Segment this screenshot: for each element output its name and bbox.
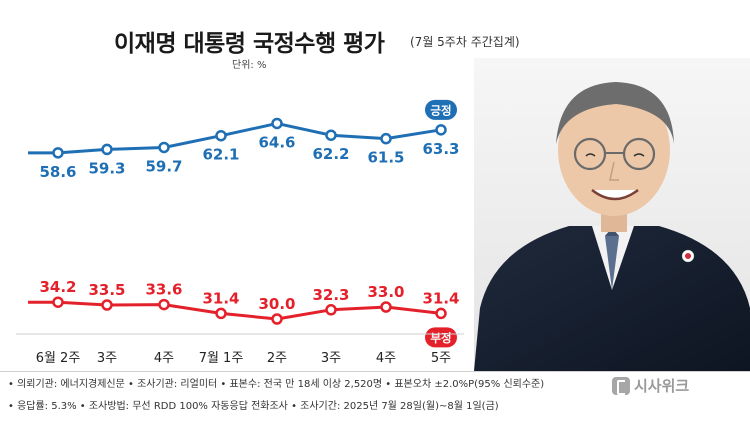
point-negative xyxy=(271,313,283,325)
x-tick-label: 4주 xyxy=(154,351,174,366)
x-tick-label: 7월 1주 xyxy=(199,351,244,366)
chart-subtitle: (7월 5주차 주간집계) xyxy=(410,35,520,49)
line-chart: 58.6 59.3 59.7 62.1 64.6 62.2 61.5 63.3 긍정 34.2 33… xyxy=(16,99,464,366)
x-tick-label: 6월 2주 xyxy=(36,351,81,366)
data-label-positive: 63.3 xyxy=(422,140,459,158)
x-tick-label: 4주 xyxy=(376,351,396,366)
data-label-positive: 62.1 xyxy=(202,146,239,164)
series-badge-label-positive: 긍정 xyxy=(430,103,451,117)
data-label-negative: 34.2 xyxy=(39,278,76,296)
data-label-positive: 59.3 xyxy=(88,159,125,177)
data-label-positive: 64.6 xyxy=(258,133,295,151)
survey-info-line-2: • 응답률: 5.3% • 조사방법: 무선 RDD 100% 자동응답 전화조… xyxy=(8,401,499,412)
data-label-negative: 31.4 xyxy=(422,289,459,307)
point-positive xyxy=(52,147,64,159)
data-label-positive: 58.6 xyxy=(39,163,76,181)
footer-divider xyxy=(0,371,750,372)
series-badge-label-negative: 부정 xyxy=(430,331,451,345)
data-label-negative: 33.5 xyxy=(88,281,125,299)
portrait-photo xyxy=(474,58,750,371)
point-positive xyxy=(101,143,113,156)
point-negative xyxy=(215,307,227,320)
point-positive xyxy=(215,129,227,142)
series-badge-negative xyxy=(425,327,457,348)
series-badge-positive xyxy=(425,99,457,120)
x-tick-label: 3주 xyxy=(321,351,341,366)
point-positive xyxy=(325,129,337,141)
point-negative xyxy=(380,301,392,313)
point-negative xyxy=(158,298,170,311)
point-positive xyxy=(271,117,283,130)
point-positive xyxy=(435,124,447,136)
x-tick-label: 5주 xyxy=(431,351,451,366)
publisher-logo: 시사위크 xyxy=(612,375,689,396)
data-label-negative: 32.3 xyxy=(312,286,349,304)
point-negative xyxy=(435,307,447,320)
data-label-negative: 31.4 xyxy=(202,289,239,307)
point-positive xyxy=(158,141,170,154)
series-layer: 58.6 59.3 59.7 62.1 64.6 62.2 61.5 63.3 긍정 34.2 33… xyxy=(28,99,460,348)
point-negative xyxy=(325,304,337,316)
logo-text: 시사위크 xyxy=(634,377,690,395)
chart-title: 이재명 대통령 국정수행 평가 xyxy=(114,31,385,57)
x-axis: 6월 2주 3주 4주 7월 1주 2주 3주 4주 5주 xyxy=(16,333,464,366)
point-negative xyxy=(101,299,113,311)
logo-icon xyxy=(612,376,630,395)
x-tick-label: 2주 xyxy=(267,351,287,366)
data-label-positive: 59.7 xyxy=(145,157,182,175)
survey-info-line-1: • 의뢰기관: 에너지경제신문 • 조사기관: 리얼미터 • 표본수: 전국 만… xyxy=(8,379,545,390)
x-tick-label: 3주 xyxy=(97,351,117,366)
data-label-negative: 33.0 xyxy=(367,283,404,301)
unit-label: 단위: % xyxy=(232,60,267,71)
data-label-negative: 30.0 xyxy=(258,295,295,313)
point-negative xyxy=(52,296,64,308)
data-label-negative: 33.6 xyxy=(145,281,182,299)
point-positive xyxy=(380,132,392,145)
data-label-positive: 61.5 xyxy=(367,149,404,167)
data-label-positive: 62.2 xyxy=(312,145,349,163)
